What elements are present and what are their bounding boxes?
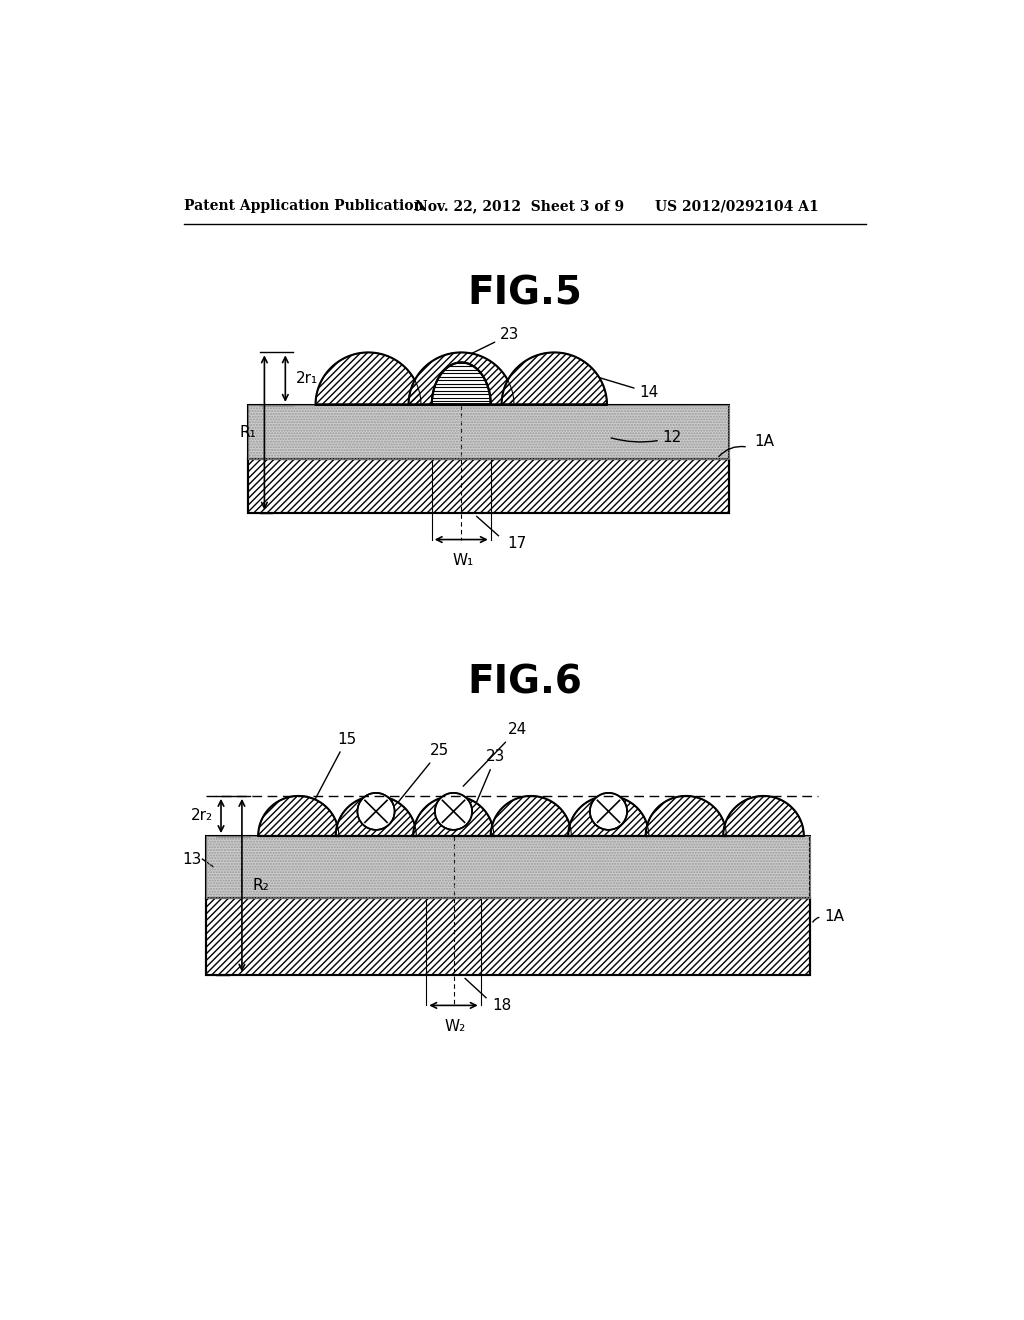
Text: W₂: W₂ — [444, 1019, 466, 1035]
Text: 1A: 1A — [824, 909, 844, 924]
Polygon shape — [723, 796, 804, 836]
Text: R₁: R₁ — [240, 425, 257, 440]
Text: Nov. 22, 2012  Sheet 3 of 9: Nov. 22, 2012 Sheet 3 of 9 — [415, 199, 624, 213]
Text: FIG.5: FIG.5 — [467, 275, 583, 312]
Text: 2r₁: 2r₁ — [295, 371, 317, 387]
Text: 17: 17 — [508, 536, 527, 550]
Circle shape — [435, 793, 472, 830]
Polygon shape — [490, 796, 571, 836]
Polygon shape — [646, 796, 726, 836]
Text: 13: 13 — [182, 851, 202, 867]
Text: FIG.6: FIG.6 — [467, 663, 583, 701]
Polygon shape — [432, 363, 490, 405]
Bar — [206, 898, 810, 974]
Polygon shape — [336, 796, 417, 836]
Bar — [248, 459, 729, 512]
Bar — [248, 459, 729, 512]
Text: 23: 23 — [470, 750, 506, 817]
Text: Patent Application Publication: Patent Application Publication — [183, 199, 424, 213]
Polygon shape — [258, 796, 339, 836]
Text: 1A: 1A — [755, 434, 774, 449]
Text: 23: 23 — [471, 327, 519, 354]
Polygon shape — [409, 352, 514, 405]
Bar — [248, 405, 729, 459]
Text: 2r₂: 2r₂ — [191, 808, 213, 824]
Bar — [248, 405, 729, 459]
Polygon shape — [414, 796, 494, 836]
Text: 18: 18 — [493, 998, 512, 1012]
Bar — [206, 836, 810, 898]
Polygon shape — [315, 352, 421, 405]
Text: 12: 12 — [611, 430, 682, 445]
Text: 14: 14 — [588, 374, 658, 400]
Polygon shape — [568, 796, 649, 836]
Circle shape — [357, 793, 394, 830]
Text: R₂: R₂ — [252, 878, 268, 892]
Circle shape — [590, 793, 627, 830]
Text: US 2012/0292104 A1: US 2012/0292104 A1 — [655, 199, 819, 213]
Polygon shape — [502, 352, 607, 405]
Bar — [206, 836, 810, 898]
Text: 24: 24 — [463, 722, 527, 787]
Bar — [206, 898, 810, 974]
Text: 25: 25 — [385, 743, 450, 818]
Text: 15: 15 — [307, 731, 356, 813]
Text: W₁: W₁ — [453, 553, 473, 569]
